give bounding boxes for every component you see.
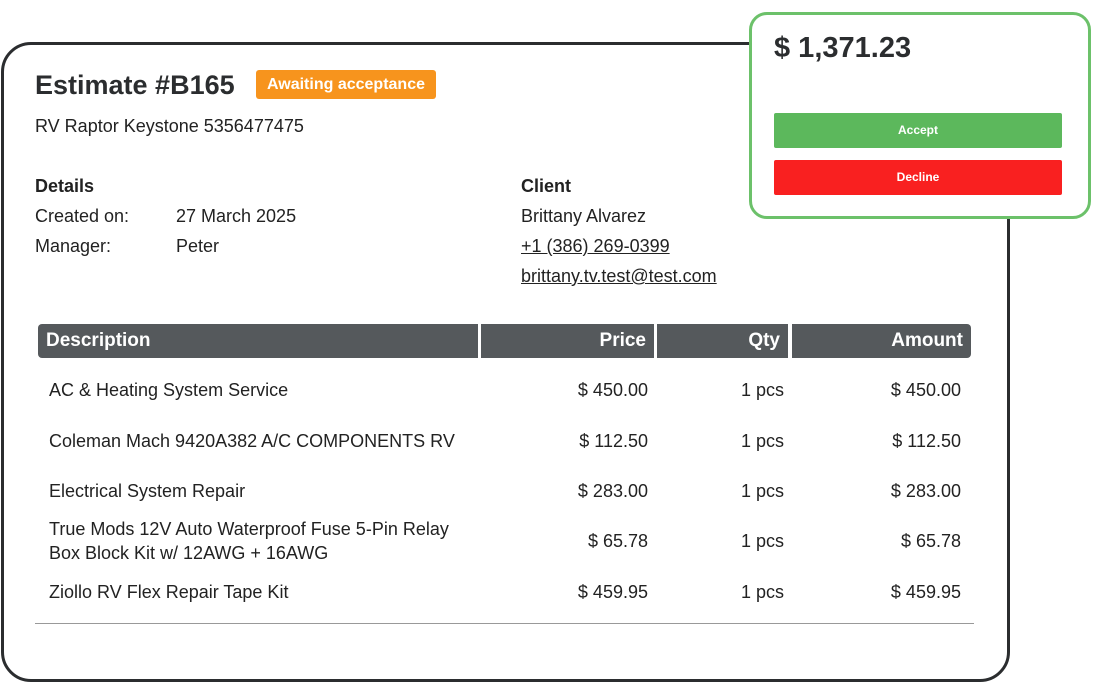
page: {"estimate": {"title": "Estimate #B165",… <box>1 12 1091 682</box>
item-description: Coleman Mach 9420A382 A/C COMPONENTS RV <box>49 431 455 451</box>
column-header: Amount <box>792 324 971 358</box>
detail-value: 27 March 2025 <box>176 206 297 226</box>
table-header: Description Price Qty Amount <box>38 324 971 358</box>
column-header: Price <box>481 324 654 358</box>
detail-label: Created on: <box>35 206 130 226</box>
body: Estimate #B165 Awaiting acceptance RV Ra… <box>1 12 1091 682</box>
item-cell: 1 pcs <box>740 531 784 551</box>
item-cell: $ 65.78 <box>587 531 648 551</box>
accept-button[interactable]: Accept <box>774 113 1062 148</box>
item-cell: $ 112.50 <box>892 431 961 451</box>
item-cell: $ 112.50 <box>579 431 648 451</box>
table-rule <box>35 623 974 624</box>
subtitle: RV Raptor Keystone 5356477475 <box>35 116 304 136</box>
item-cell: 1 pcs <box>740 481 784 501</box>
item-cell: $ 450.00 <box>577 380 648 400</box>
status-badge: Awaiting acceptance <box>256 70 436 99</box>
client-heading: Client <box>521 176 572 196</box>
item-cell: $ 283.00 <box>577 481 648 501</box>
client-email[interactable]: brittany.tv.test@test.com <box>521 266 717 286</box>
item-description: Electrical System Repair <box>49 481 246 501</box>
decline-button[interactable]: Decline <box>774 160 1062 195</box>
item-cell: 1 pcs <box>740 431 784 451</box>
item-cell: $ 450.00 <box>890 380 961 400</box>
column-header: Qty <box>657 324 788 358</box>
item-description: True Mods 12V Auto Waterproof Fuse 5-Pin… <box>49 519 449 563</box>
client-name: Brittany Alvarez <box>521 206 647 226</box>
client-phone[interactable]: +1 (386) 269-0399 <box>521 236 670 256</box>
item-cell: $ 459.95 <box>577 582 648 602</box>
estimate-title: Estimate #B165 <box>35 70 235 100</box>
details-heading: Details <box>35 176 95 196</box>
item-cell: 1 pcs <box>740 380 784 400</box>
item-cell: 1 pcs <box>740 582 784 602</box>
total: $ 1,371.23 <box>774 32 912 64</box>
detail-label: Manager: <box>35 236 112 256</box>
item-description: AC & Heating System Service <box>49 380 289 400</box>
item-cell: $ 459.95 <box>890 582 961 602</box>
column-header: Description <box>38 324 478 358</box>
item-description: Ziollo RV Flex Repair Tape Kit <box>49 582 289 602</box>
item-cell: $ 283.00 <box>890 481 961 501</box>
detail-value: Peter <box>176 236 220 256</box>
item-cell: $ 65.78 <box>900 531 961 551</box>
